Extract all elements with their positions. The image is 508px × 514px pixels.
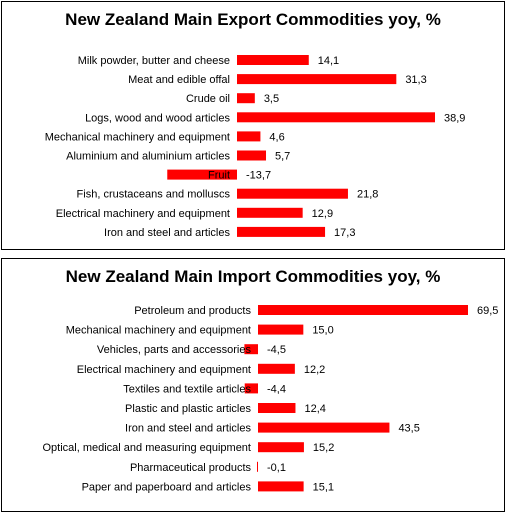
export-category-label-5: Aluminium and aluminium articles bbox=[66, 151, 230, 163]
export-bar-2 bbox=[237, 93, 255, 104]
import-value-label-5: 12,4 bbox=[304, 403, 325, 415]
import-category-label-1: Mechanical machinery and equipment bbox=[66, 325, 251, 337]
import-chart-plot: Petroleum and products 69,5 Mechanical mac… bbox=[42, 305, 498, 493]
import-bar-0 bbox=[258, 305, 468, 315]
export-bar-8 bbox=[237, 207, 303, 218]
export-bar-6 bbox=[167, 169, 237, 180]
export-category-label-0: Milk powder, butter and cheese bbox=[78, 55, 230, 67]
import-category-label-0: Petroleum and products bbox=[134, 305, 251, 317]
export-bar-0 bbox=[237, 55, 309, 65]
export-chart-title: New Zealand Main Export Commodities yoy,… bbox=[65, 10, 441, 29]
import-value-label-2: -4,5 bbox=[267, 344, 286, 356]
import-category-label-7: Optical, medical and measuring equipment bbox=[42, 442, 251, 454]
import-category-label-6: Iron and steel and articles bbox=[125, 423, 251, 435]
export-category-label-6: Fruit bbox=[208, 170, 230, 182]
export-bar-9 bbox=[237, 226, 326, 237]
import-bar-8 bbox=[257, 461, 258, 472]
import-bar-7 bbox=[258, 442, 304, 453]
import-chart-title: New Zealand Main Import Commodities yoy,… bbox=[65, 267, 441, 286]
import-value-label-3: 12,2 bbox=[304, 364, 325, 376]
export-category-label-9: Iron and steel and articles bbox=[104, 227, 230, 239]
export-value-label-6: -13,7 bbox=[246, 170, 271, 182]
export-category-label-3: Logs, wood and wood articles bbox=[85, 112, 230, 124]
export-chart-panel: New Zealand Main Export Commodities yoy,… bbox=[1, 1, 505, 250]
import-bar-4 bbox=[244, 383, 258, 394]
import-value-label-7: 15,2 bbox=[313, 442, 334, 454]
import-category-label-9: Paper and paperboard and articles bbox=[82, 481, 252, 493]
import-value-label-8: -0,1 bbox=[267, 462, 286, 474]
import-bar-3 bbox=[258, 363, 295, 374]
export-bar-5 bbox=[237, 150, 267, 161]
import-chart-panel: New Zealand Main Import Commodities yoy,… bbox=[1, 258, 505, 512]
export-category-label-2: Crude oil bbox=[186, 93, 230, 105]
import-value-label-9: 15,1 bbox=[313, 481, 334, 493]
export-value-label-1: 31,3 bbox=[405, 74, 426, 86]
import-category-label-2: Vehicles, parts and accessories bbox=[97, 344, 252, 356]
export-value-label-5: 5,7 bbox=[275, 151, 290, 163]
import-category-label-8: Pharmaceutical products bbox=[130, 462, 252, 474]
export-bar-4 bbox=[237, 131, 261, 142]
import-value-label-1: 15,0 bbox=[312, 325, 333, 337]
export-chart-plot: Milk powder, butter and cheese 14,1 Meat a… bbox=[45, 55, 465, 239]
import-category-label-4: Textiles and textile articles bbox=[123, 383, 251, 395]
export-category-label-4: Mechanical machinery and equipment bbox=[45, 131, 230, 143]
export-bar-7 bbox=[237, 188, 348, 199]
import-value-label-6: 43,5 bbox=[398, 423, 419, 435]
import-value-label-0: 69,5 bbox=[477, 305, 498, 317]
export-category-label-1: Meat and edible offal bbox=[128, 74, 230, 86]
import-bar-5 bbox=[258, 403, 296, 413]
export-value-label-4: 4,6 bbox=[269, 131, 284, 143]
import-category-label-3: Electrical machinery and equipment bbox=[77, 364, 251, 376]
import-value-label-4: -4,4 bbox=[267, 383, 286, 395]
export-bar-3 bbox=[237, 112, 435, 123]
export-value-label-0: 14,1 bbox=[318, 55, 339, 67]
import-bar-9 bbox=[258, 481, 304, 492]
export-category-label-8: Electrical machinery and equipment bbox=[56, 208, 230, 220]
import-bar-6 bbox=[258, 422, 390, 433]
export-category-label-7: Fish, crustaceans and molluscs bbox=[77, 189, 231, 201]
import-bar-2 bbox=[244, 344, 258, 355]
export-value-label-9: 17,3 bbox=[334, 227, 355, 239]
export-value-label-2: 3,5 bbox=[264, 93, 279, 105]
export-value-label-7: 21,8 bbox=[357, 189, 378, 201]
import-category-label-5: Plastic and plastic articles bbox=[125, 403, 251, 415]
export-value-label-3: 38,9 bbox=[444, 112, 465, 124]
export-bar-1 bbox=[237, 74, 397, 85]
export-value-label-8: 12,9 bbox=[312, 208, 333, 220]
import-bar-1 bbox=[258, 324, 304, 335]
